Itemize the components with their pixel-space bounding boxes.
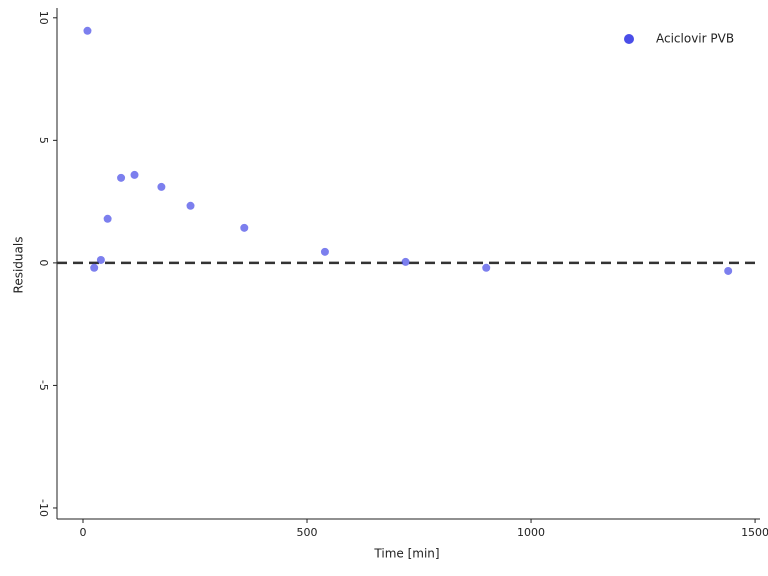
x-tick-label: 0 [79,526,86,539]
point [240,223,249,232]
point [157,182,166,191]
point [90,263,99,272]
y-tick-label: 0 [37,259,50,266]
x-tick-label: 500 [297,526,318,539]
point [401,257,410,266]
point [320,247,329,256]
x-tick-label: 1000 [517,526,545,539]
y-tick-label: -5 [37,380,50,391]
point [130,170,139,179]
point [96,255,105,264]
point [186,201,195,210]
point [117,173,126,182]
y-tick-label: -10 [37,499,50,517]
y-axis-title: Residuals [12,237,26,294]
legend-marker [624,34,634,44]
y-tick-label: 5 [37,137,50,144]
point [482,263,491,272]
legend-text: Aciclovir PVB [656,32,734,46]
point [103,214,112,223]
point [83,26,92,35]
x-tick-label: 1500 [741,526,768,539]
x-axis-title: Time [min] [373,547,439,561]
y-tick-label: 10 [37,11,50,25]
point [724,266,733,275]
